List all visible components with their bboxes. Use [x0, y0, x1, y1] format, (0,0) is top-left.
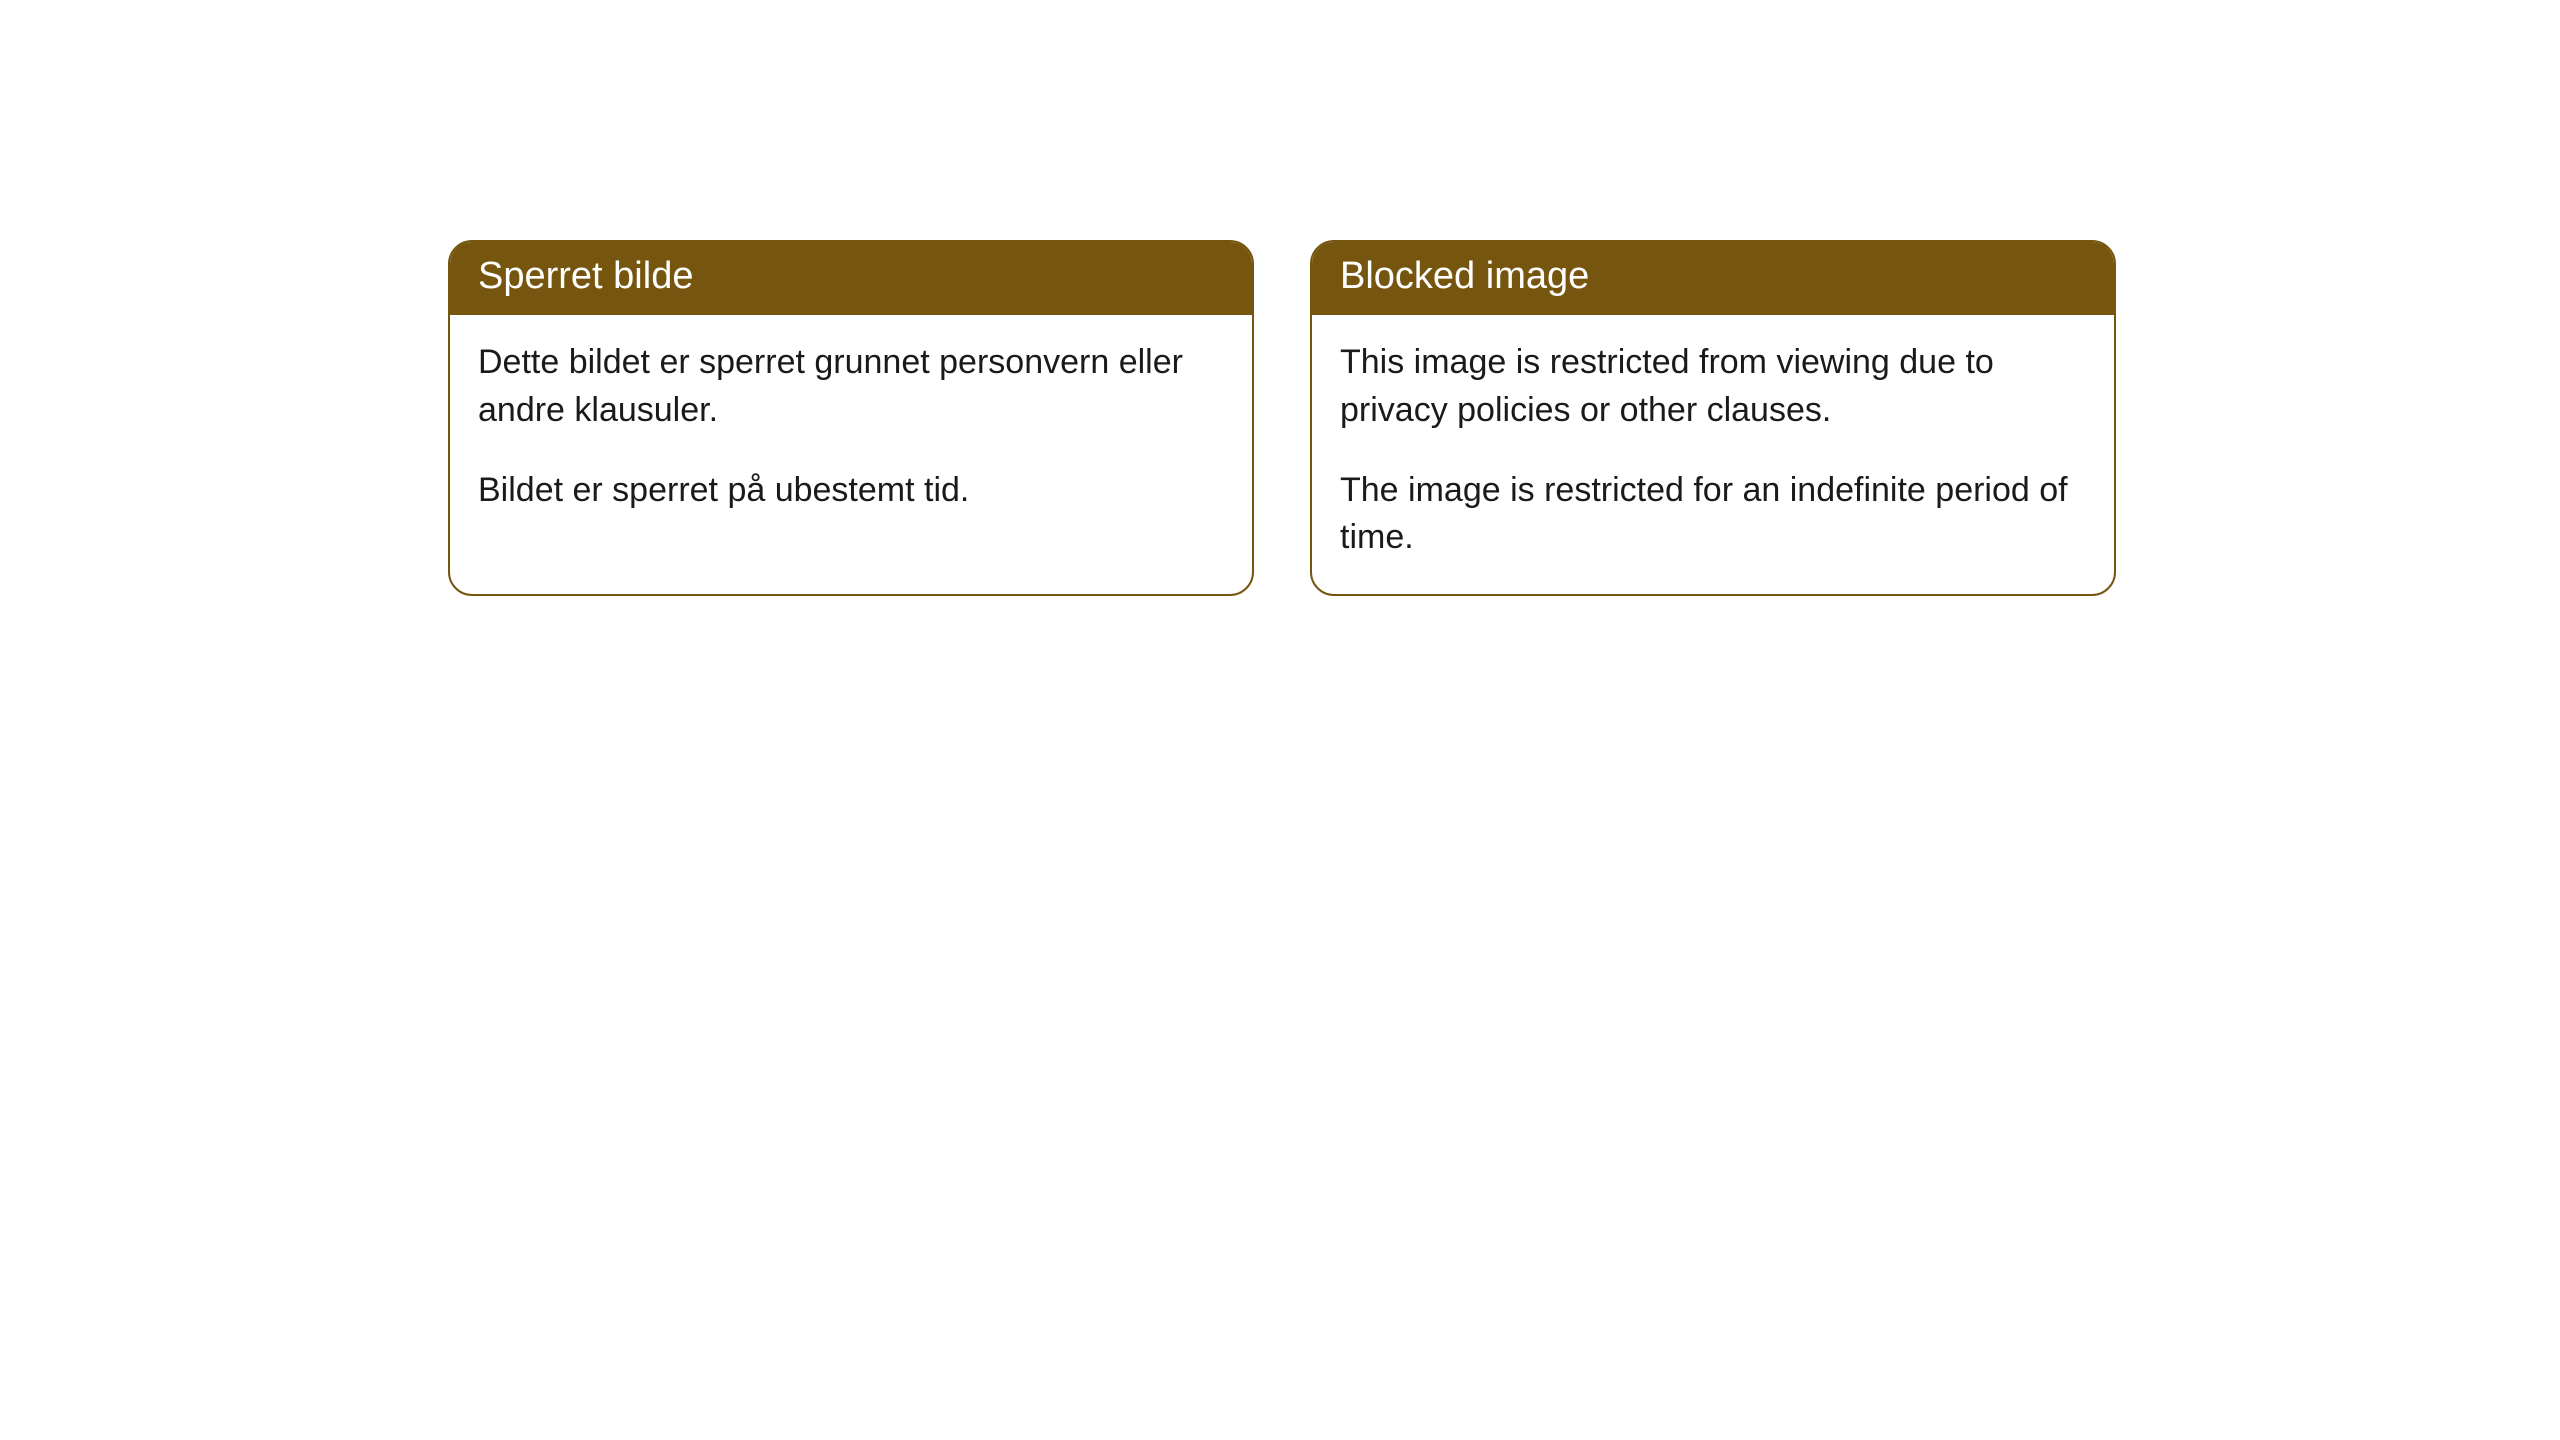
card-header-english: Blocked image	[1312, 242, 2114, 315]
card-body-english: This image is restricted from viewing du…	[1312, 315, 2114, 593]
notice-cards-container: Sperret bilde Dette bildet er sperret gr…	[448, 240, 2116, 596]
card-title: Blocked image	[1340, 255, 1589, 297]
card-paragraph: The image is restricted for an indefinit…	[1340, 467, 2086, 562]
card-title: Sperret bilde	[478, 255, 693, 297]
notice-card-english: Blocked image This image is restricted f…	[1310, 240, 2116, 596]
card-header-norwegian: Sperret bilde	[450, 242, 1252, 315]
card-body-norwegian: Dette bildet er sperret grunnet personve…	[450, 315, 1252, 546]
card-paragraph: This image is restricted from viewing du…	[1340, 339, 2086, 434]
notice-card-norwegian: Sperret bilde Dette bildet er sperret gr…	[448, 240, 1254, 596]
card-paragraph: Dette bildet er sperret grunnet personve…	[478, 339, 1224, 434]
card-paragraph: Bildet er sperret på ubestemt tid.	[478, 467, 1224, 515]
